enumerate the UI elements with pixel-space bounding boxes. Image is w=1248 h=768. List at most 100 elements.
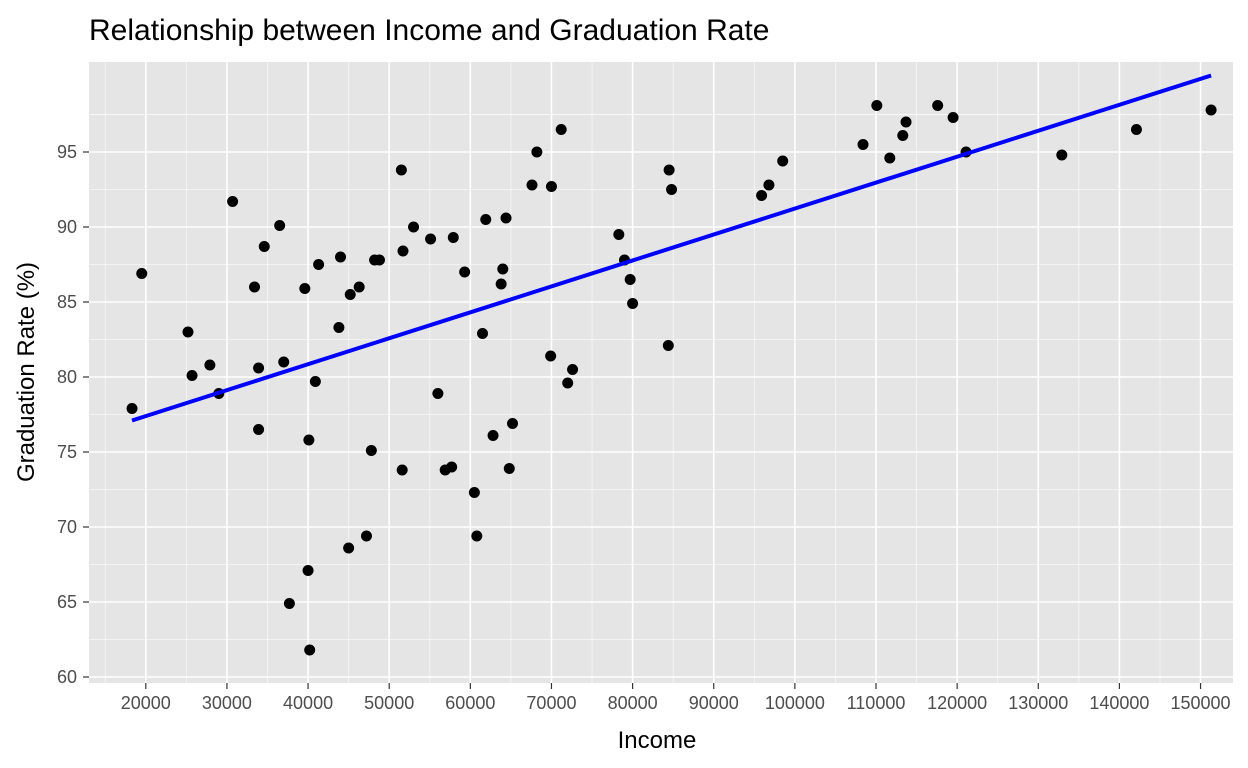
data-point [503, 463, 515, 474]
data-point [567, 364, 579, 375]
data-point [395, 164, 407, 176]
data-point [777, 155, 789, 167]
data-point [309, 376, 321, 387]
chart-title: Relationship between Income and Graduati… [89, 14, 769, 47]
data-point [333, 322, 345, 333]
x-tick-label: 150000 [1171, 693, 1231, 713]
x-tick-label: 40000 [283, 693, 333, 713]
x-axis-title: Income [618, 727, 697, 754]
data-point [468, 487, 480, 498]
data-point [249, 281, 261, 293]
data-point [253, 362, 265, 374]
x-axis-ticks: 20000 30000 40000 50000 60000 70000 80000 90000… [121, 683, 1231, 713]
data-point [495, 278, 507, 290]
data-point [182, 326, 194, 338]
data-point [278, 356, 290, 368]
data-point [258, 241, 270, 252]
x-tick-label: 20000 [121, 693, 171, 713]
data-point [204, 359, 216, 371]
data-point [1056, 149, 1068, 161]
data-point [507, 418, 519, 429]
data-point [545, 350, 557, 362]
data-point [562, 377, 574, 389]
data-point [274, 220, 286, 231]
data-point [531, 146, 543, 158]
data-point [396, 464, 408, 476]
grid-minor [89, 62, 1233, 683]
data-point [459, 266, 471, 278]
data-point [432, 388, 444, 399]
x-tick-label: 110000 [847, 693, 906, 713]
y-tick-label: 80 [57, 367, 77, 387]
data-point [1130, 124, 1142, 135]
data-point [884, 152, 896, 164]
data-point [186, 370, 198, 381]
y-tick-label: 90 [57, 217, 77, 237]
data-point [666, 184, 678, 195]
y-axis-ticks: 60 65 70 75 80 85 90 95 [57, 142, 89, 687]
data-point [373, 254, 385, 266]
data-point [126, 403, 138, 414]
data-point [480, 214, 492, 225]
data-point [447, 232, 459, 243]
data-point [303, 434, 315, 446]
data-point [555, 124, 567, 135]
data-point [446, 461, 458, 473]
data-point [253, 424, 265, 435]
data-point [136, 268, 148, 279]
data-point [335, 251, 347, 263]
data-point [663, 164, 675, 176]
data-point [763, 179, 775, 191]
data-point [500, 212, 512, 224]
data-point [545, 181, 557, 192]
y-tick-label: 65 [57, 592, 77, 612]
data-point [932, 100, 944, 111]
data-point [1205, 104, 1217, 116]
y-tick-label: 95 [57, 142, 77, 162]
y-axis-title: Graduation Rate (%) [13, 262, 40, 482]
y-tick-label: 75 [57, 442, 77, 462]
x-tick-label: 140000 [1089, 693, 1149, 713]
grid-major [89, 62, 1233, 683]
data-point [477, 328, 489, 339]
data-point [425, 233, 437, 245]
data-point [900, 116, 912, 128]
data-point [299, 283, 311, 294]
data-point [613, 229, 625, 240]
data-point [304, 644, 316, 656]
x-tick-label: 30000 [202, 693, 252, 713]
data-point [353, 281, 365, 293]
data-point [471, 530, 483, 542]
y-tick-label: 85 [57, 292, 77, 312]
x-tick-label: 90000 [689, 693, 739, 713]
data-point [343, 542, 355, 554]
data-points [126, 100, 1217, 656]
data-point [227, 196, 239, 207]
data-point [857, 139, 869, 150]
data-point [365, 445, 377, 456]
trend-line [131, 73, 1212, 423]
data-point [947, 112, 959, 123]
x-tick-label: 50000 [364, 693, 414, 713]
x-tick-label: 70000 [526, 693, 576, 713]
data-point [313, 259, 325, 270]
data-point [624, 274, 636, 285]
x-tick-label: 100000 [765, 693, 825, 713]
x-tick-label: 130000 [1008, 693, 1068, 713]
y-tick-label: 70 [57, 517, 77, 537]
x-tick-label: 80000 [608, 693, 658, 713]
data-point [397, 245, 409, 257]
y-tick-label: 60 [57, 667, 77, 687]
data-point [662, 340, 674, 351]
data-point [487, 430, 499, 441]
data-point [627, 298, 639, 309]
data-point [526, 179, 538, 191]
x-tick-label: 60000 [445, 693, 495, 713]
data-point [302, 565, 314, 576]
data-point [871, 100, 883, 111]
data-point [408, 221, 420, 233]
data-point [497, 263, 509, 275]
data-point [897, 130, 909, 141]
data-point [283, 598, 295, 609]
